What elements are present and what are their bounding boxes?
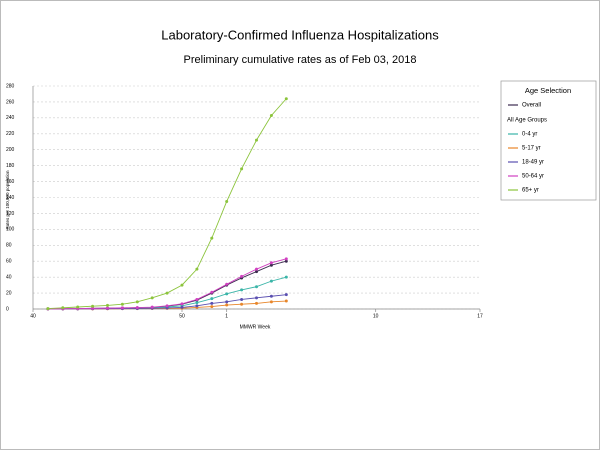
x-tick-label: 10	[373, 313, 379, 319]
data-point	[165, 304, 169, 308]
chart-title: Laboratory-Confirmed Influenza Hospitali…	[161, 27, 439, 42]
data-point	[269, 300, 273, 304]
data-point	[180, 302, 184, 306]
legend-label: 50-64 yr	[522, 174, 544, 180]
data-point	[225, 300, 229, 304]
data-point	[255, 267, 258, 271]
data-point	[269, 279, 273, 283]
y-tick-label: 240	[6, 115, 15, 121]
data-point	[135, 300, 139, 304]
legend-label: 65+ yr	[522, 188, 539, 194]
data-point	[61, 306, 65, 310]
data-point	[284, 259, 288, 263]
data-point	[106, 303, 109, 307]
chart-subtitle: Preliminary cumulative rates as of Feb 0…	[184, 54, 417, 66]
data-point	[284, 97, 288, 101]
data-point	[150, 305, 154, 309]
data-point	[255, 138, 258, 142]
legend-label: 5-17 yr	[522, 146, 541, 152]
y-tick-label: 220	[6, 131, 15, 137]
data-point	[240, 288, 244, 292]
data-point	[180, 305, 184, 309]
data-point	[210, 236, 214, 240]
data-point	[165, 306, 169, 310]
y-tick-label: 0	[6, 306, 9, 312]
y-tick-label: 160	[6, 179, 15, 185]
data-point	[240, 302, 244, 306]
data-point	[150, 296, 154, 300]
data-point	[195, 267, 199, 271]
data-point	[165, 291, 169, 295]
data-point	[255, 301, 258, 305]
data-point	[120, 306, 124, 310]
data-point	[269, 263, 273, 267]
data-point	[210, 297, 214, 301]
y-tick-label: 100	[6, 227, 15, 233]
data-point	[210, 301, 214, 305]
y-tick-label: 140	[6, 195, 15, 201]
y-axis-label: Rates per 100,000 population	[5, 170, 10, 230]
y-tick-label: 80	[6, 243, 12, 249]
legend-label: Overall	[522, 103, 541, 109]
data-point	[225, 199, 229, 203]
data-point	[255, 270, 258, 274]
x-axis-label: MMWR Week	[240, 324, 271, 330]
data-point	[284, 293, 288, 297]
y-tick-label: 200	[6, 147, 15, 153]
data-point	[225, 292, 229, 296]
legend-box	[500, 80, 597, 201]
data-point	[135, 306, 139, 310]
data-point	[225, 282, 229, 286]
data-point	[195, 301, 199, 305]
x-tick-label: 1	[225, 313, 228, 319]
y-tick-label: 260	[6, 99, 15, 105]
data-point	[210, 290, 214, 294]
legend-label: 0-4 yr	[522, 132, 537, 138]
legend-title: Age Selection	[525, 86, 571, 95]
data-point	[46, 307, 50, 311]
data-point	[76, 305, 80, 309]
y-tick-label: 60	[6, 259, 12, 265]
x-tick-label: 50	[179, 313, 185, 319]
data-point	[255, 285, 258, 289]
data-point	[225, 303, 229, 307]
y-tick-label: 40	[6, 274, 12, 280]
data-point	[240, 274, 244, 278]
y-tick-label: 20	[6, 290, 12, 296]
data-point	[91, 304, 95, 308]
data-point	[106, 306, 109, 310]
data-point	[269, 113, 273, 117]
data-point	[269, 261, 273, 265]
data-point	[210, 305, 214, 309]
data-point	[240, 297, 244, 301]
x-tick-label: 17	[477, 313, 483, 319]
data-point	[91, 306, 95, 310]
x-tick-label: 40	[30, 313, 36, 319]
data-point	[195, 304, 199, 308]
legend-label: 18-49 yr	[522, 160, 544, 166]
data-point	[269, 294, 273, 298]
data-point	[255, 296, 258, 300]
data-point	[284, 257, 288, 261]
data-point	[120, 302, 124, 306]
y-tick-label: 280	[6, 83, 15, 89]
data-point	[284, 275, 288, 279]
data-point	[195, 297, 199, 301]
y-tick-label: 120	[6, 211, 15, 217]
data-point	[180, 283, 184, 287]
y-tick-label: 180	[6, 163, 15, 169]
legend-group-label: All Age Groups	[507, 118, 547, 124]
data-point	[240, 167, 244, 171]
data-point	[284, 299, 288, 303]
